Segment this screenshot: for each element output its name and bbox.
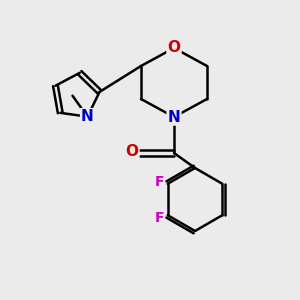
Text: N: N xyxy=(81,109,94,124)
Text: N: N xyxy=(168,110,180,124)
Text: O: O xyxy=(125,144,139,159)
Text: F: F xyxy=(154,175,164,189)
Text: F: F xyxy=(154,211,164,225)
Text: O: O xyxy=(167,40,181,56)
